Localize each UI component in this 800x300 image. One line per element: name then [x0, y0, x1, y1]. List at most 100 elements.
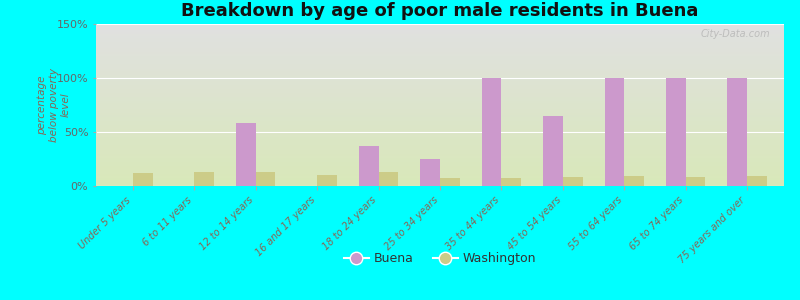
Bar — [96, 79, 784, 81]
Bar — [96, 184, 784, 186]
Bar — [96, 38, 784, 40]
Bar — [96, 141, 784, 143]
Bar — [96, 143, 784, 146]
Bar — [96, 95, 784, 97]
Bar — [96, 48, 784, 50]
Bar — [96, 73, 784, 75]
Bar — [96, 133, 784, 135]
Bar — [96, 176, 784, 178]
Bar — [317, 175, 337, 186]
Bar — [605, 78, 624, 186]
Bar — [96, 119, 784, 121]
Bar — [686, 177, 706, 186]
Bar — [96, 115, 784, 117]
Bar — [96, 103, 784, 105]
Bar — [96, 101, 784, 103]
Bar — [96, 160, 784, 162]
Bar — [502, 178, 521, 186]
Bar — [96, 85, 784, 87]
Bar — [96, 154, 784, 156]
Bar — [96, 56, 784, 58]
Bar — [563, 177, 582, 186]
Bar — [666, 78, 686, 186]
Bar — [96, 67, 784, 69]
Bar — [96, 42, 784, 44]
Bar — [96, 111, 784, 113]
Bar — [256, 172, 275, 186]
Legend: Buena, Washington: Buena, Washington — [339, 248, 541, 271]
Bar — [96, 166, 784, 168]
Bar — [96, 152, 784, 154]
Bar — [96, 89, 784, 91]
Bar — [96, 93, 784, 95]
Bar — [96, 117, 784, 119]
Bar — [96, 121, 784, 123]
Bar — [96, 149, 784, 152]
Bar — [96, 146, 784, 148]
Bar — [96, 87, 784, 89]
Bar — [194, 172, 214, 186]
Bar — [96, 50, 784, 52]
Bar — [96, 46, 784, 48]
Y-axis label: percentage
below poverty
level: percentage below poverty level — [38, 68, 70, 142]
Bar — [96, 68, 784, 70]
Bar — [96, 64, 784, 67]
Bar — [96, 158, 784, 160]
Bar — [96, 30, 784, 32]
Bar — [96, 135, 784, 137]
Bar — [96, 107, 784, 109]
Bar — [747, 176, 767, 186]
Title: Breakdown by age of poor male residents in Buena: Breakdown by age of poor male residents … — [182, 2, 698, 20]
Bar — [96, 32, 784, 34]
Bar — [96, 83, 784, 85]
Bar — [96, 81, 784, 83]
Bar — [236, 123, 256, 186]
Bar — [96, 52, 784, 54]
Bar — [96, 168, 784, 170]
Bar — [482, 78, 502, 186]
Bar — [96, 137, 784, 140]
Bar — [96, 54, 784, 56]
Bar — [96, 170, 784, 172]
Bar — [133, 173, 153, 186]
Bar — [96, 91, 784, 93]
Bar — [96, 76, 784, 79]
Bar — [96, 97, 784, 99]
Bar — [96, 26, 784, 28]
Bar — [96, 109, 784, 111]
Bar — [440, 178, 460, 186]
Bar — [96, 123, 784, 125]
Bar — [96, 164, 784, 166]
Bar — [96, 62, 784, 64]
Bar — [96, 148, 784, 150]
Bar — [96, 174, 784, 176]
Bar — [96, 156, 784, 158]
Bar — [96, 162, 784, 164]
Bar — [96, 58, 784, 60]
Bar — [96, 129, 784, 131]
Bar — [96, 34, 784, 36]
Bar — [96, 44, 784, 46]
Bar — [96, 172, 784, 174]
Bar — [96, 125, 784, 127]
Bar — [96, 60, 784, 62]
Bar — [96, 127, 784, 129]
Bar — [420, 159, 440, 186]
Bar — [378, 172, 398, 186]
Bar — [96, 131, 784, 133]
Bar — [359, 146, 378, 186]
Bar — [96, 40, 784, 42]
Bar — [727, 78, 747, 186]
Bar — [96, 24, 784, 26]
Bar — [543, 116, 563, 186]
Bar — [96, 105, 784, 107]
Bar — [96, 178, 784, 180]
Bar — [96, 28, 784, 30]
Bar — [624, 176, 644, 186]
Bar — [96, 36, 784, 38]
Text: City-Data.com: City-Data.com — [701, 29, 770, 39]
Bar — [96, 140, 784, 141]
Bar — [96, 113, 784, 115]
Bar — [96, 75, 784, 76]
Bar — [96, 182, 784, 184]
